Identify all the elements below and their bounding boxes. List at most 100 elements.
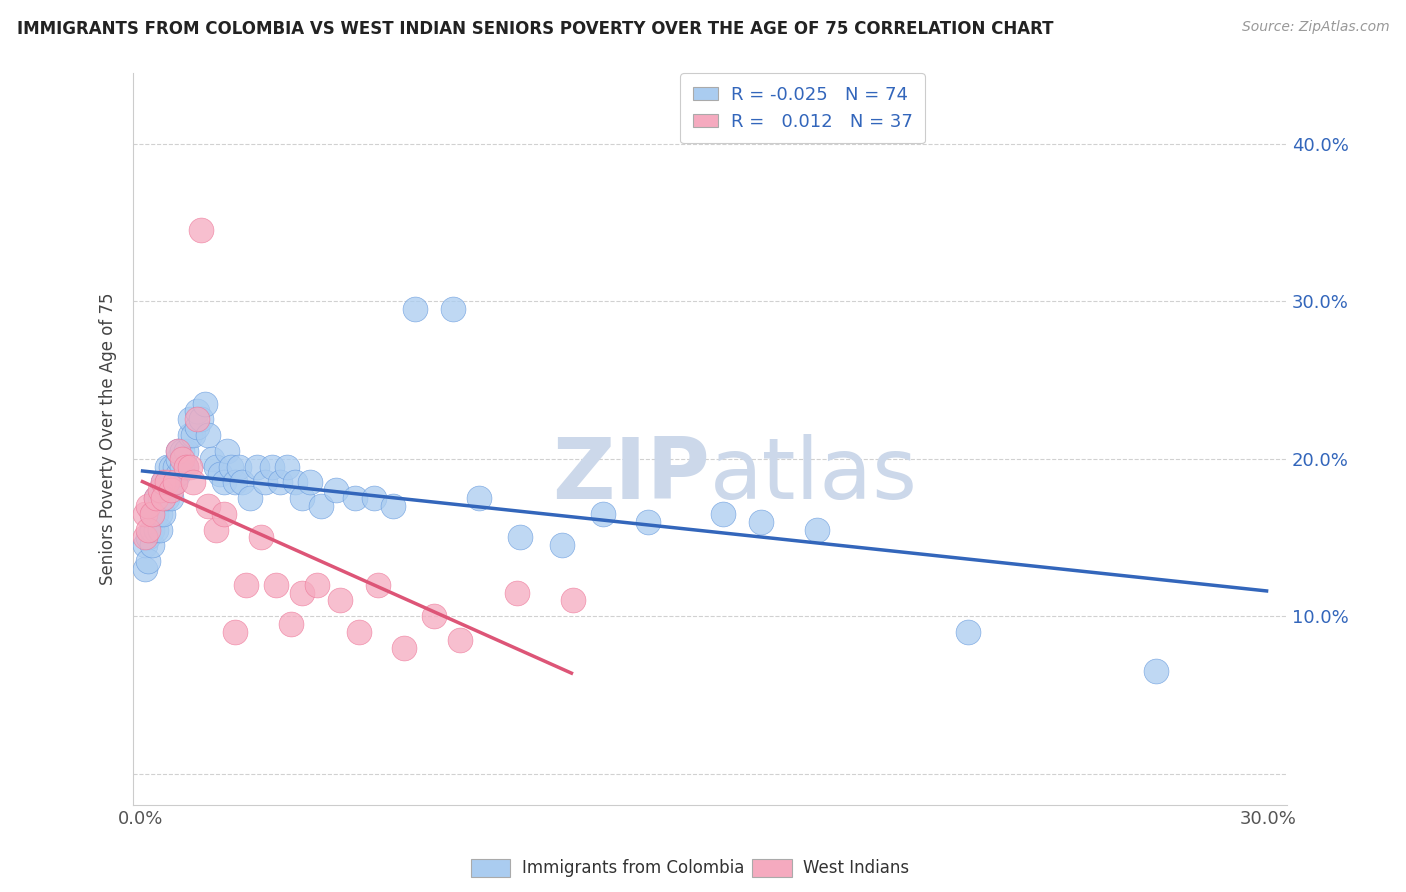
Point bbox=[163, 475, 186, 490]
Point bbox=[163, 459, 186, 474]
Point bbox=[344, 491, 367, 505]
Text: Source: ZipAtlas.com: Source: ZipAtlas.com bbox=[1241, 20, 1389, 34]
Point bbox=[190, 223, 212, 237]
Point bbox=[505, 585, 527, 599]
Point bbox=[956, 624, 979, 639]
Point bbox=[167, 451, 190, 466]
Point bbox=[269, 475, 291, 490]
Point bbox=[329, 593, 352, 607]
Point bbox=[156, 491, 179, 505]
Point bbox=[179, 428, 201, 442]
Point bbox=[141, 507, 163, 521]
Point bbox=[246, 459, 269, 474]
Point bbox=[183, 475, 205, 490]
Point bbox=[551, 538, 574, 552]
Text: Immigrants from Colombia: Immigrants from Colombia bbox=[522, 859, 744, 877]
Point bbox=[291, 491, 314, 505]
Text: IMMIGRANTS FROM COLOMBIA VS WEST INDIAN SENIORS POVERTY OVER THE AGE OF 75 CORRE: IMMIGRANTS FROM COLOMBIA VS WEST INDIAN … bbox=[17, 20, 1053, 37]
Point bbox=[167, 443, 190, 458]
Point bbox=[262, 459, 284, 474]
Point bbox=[152, 507, 174, 521]
Point bbox=[160, 459, 183, 474]
Point bbox=[138, 523, 160, 537]
Point bbox=[138, 554, 160, 568]
Point bbox=[134, 538, 156, 552]
Point bbox=[149, 507, 172, 521]
Point bbox=[224, 624, 246, 639]
Point bbox=[404, 302, 426, 317]
Point bbox=[749, 515, 772, 529]
Legend: R = -0.025   N = 74, R =   0.012   N = 37: R = -0.025 N = 74, R = 0.012 N = 37 bbox=[681, 73, 925, 144]
Point bbox=[138, 530, 160, 544]
Text: atlas: atlas bbox=[710, 434, 918, 517]
Point bbox=[367, 577, 389, 591]
Point bbox=[194, 396, 217, 410]
Point bbox=[197, 428, 219, 442]
Point bbox=[156, 459, 179, 474]
Point bbox=[134, 530, 156, 544]
Point bbox=[347, 624, 370, 639]
Point bbox=[250, 530, 273, 544]
Point bbox=[392, 640, 415, 655]
Point bbox=[197, 499, 219, 513]
Point bbox=[152, 491, 174, 505]
Point bbox=[264, 577, 287, 591]
Point bbox=[167, 443, 190, 458]
Point bbox=[160, 475, 183, 490]
Point bbox=[509, 530, 531, 544]
Point bbox=[381, 499, 404, 513]
Point bbox=[179, 412, 201, 426]
Point bbox=[172, 451, 194, 466]
Point bbox=[208, 467, 231, 482]
Point bbox=[186, 420, 208, 434]
Point bbox=[172, 443, 194, 458]
Point bbox=[291, 585, 314, 599]
Point bbox=[134, 507, 156, 521]
Point bbox=[134, 562, 156, 576]
Point bbox=[141, 507, 163, 521]
Point bbox=[145, 507, 167, 521]
Point bbox=[174, 459, 197, 474]
Point bbox=[468, 491, 491, 505]
Point bbox=[149, 483, 172, 498]
Point bbox=[253, 475, 276, 490]
Point bbox=[160, 483, 183, 498]
Point bbox=[325, 483, 347, 498]
Y-axis label: Seniors Poverty Over the Age of 75: Seniors Poverty Over the Age of 75 bbox=[100, 293, 117, 585]
Point bbox=[160, 491, 183, 505]
Point bbox=[186, 412, 208, 426]
Point bbox=[562, 593, 585, 607]
Point bbox=[1144, 665, 1167, 679]
Point bbox=[163, 475, 186, 490]
Point bbox=[152, 475, 174, 490]
Point bbox=[174, 459, 197, 474]
Point bbox=[441, 302, 464, 317]
Point bbox=[231, 475, 253, 490]
Point bbox=[637, 515, 659, 529]
Point bbox=[219, 459, 242, 474]
Point bbox=[138, 499, 160, 513]
Point bbox=[280, 617, 302, 632]
Point bbox=[224, 475, 246, 490]
Point bbox=[156, 475, 179, 490]
Point bbox=[174, 443, 197, 458]
Point bbox=[212, 507, 235, 521]
Point bbox=[205, 459, 228, 474]
Point bbox=[309, 499, 332, 513]
Point bbox=[449, 632, 471, 647]
Point bbox=[217, 443, 239, 458]
Point bbox=[141, 523, 163, 537]
Point bbox=[423, 609, 446, 624]
Point bbox=[179, 459, 201, 474]
Point bbox=[149, 523, 172, 537]
Point bbox=[307, 577, 329, 591]
Point bbox=[363, 491, 385, 505]
Point bbox=[806, 523, 828, 537]
Point bbox=[212, 475, 235, 490]
Point bbox=[276, 459, 298, 474]
Point bbox=[145, 491, 167, 505]
Point bbox=[152, 491, 174, 505]
Text: West Indians: West Indians bbox=[803, 859, 908, 877]
Point bbox=[201, 451, 224, 466]
Point bbox=[239, 491, 262, 505]
